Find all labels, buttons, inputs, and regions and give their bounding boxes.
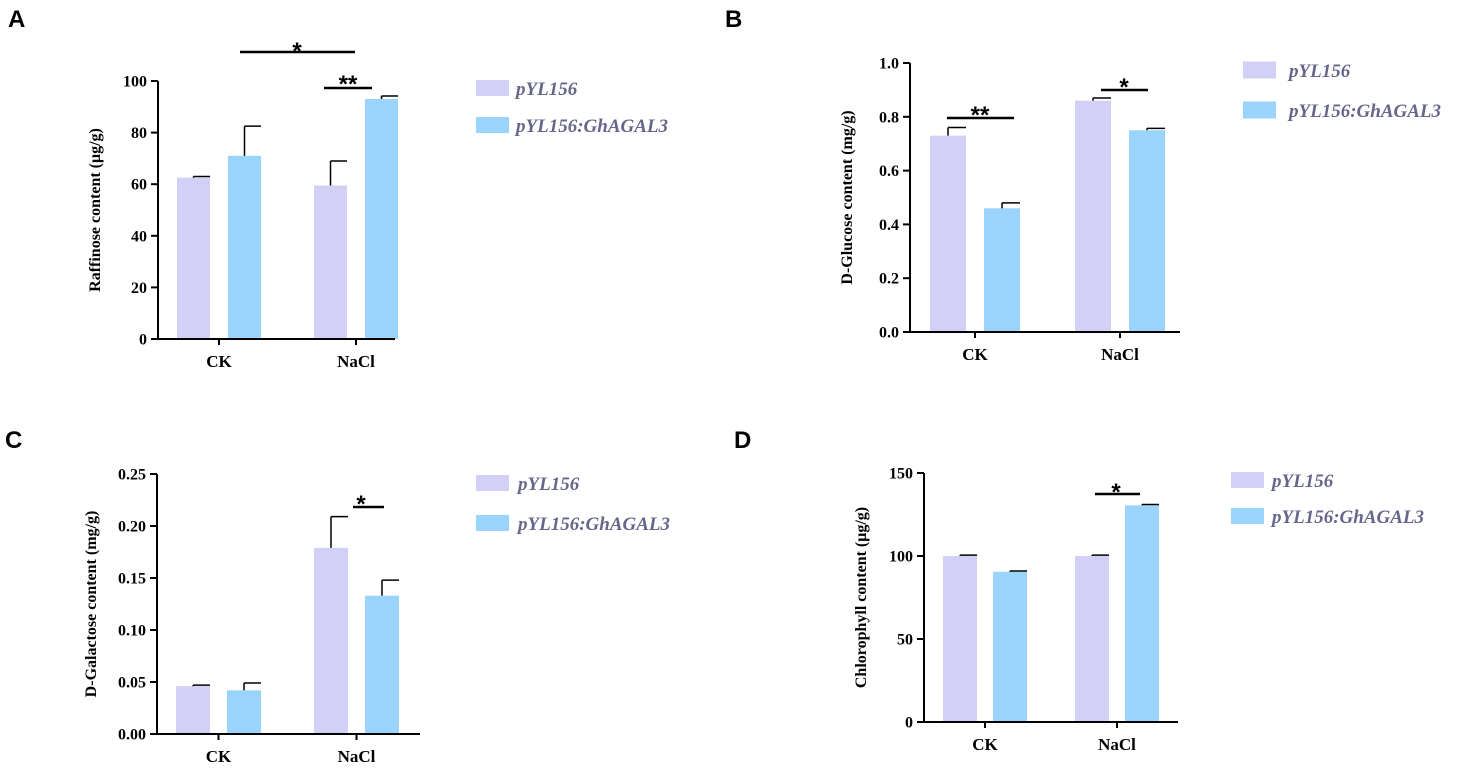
bar-pyl156-ck [176, 686, 210, 734]
bar-pyl156-ck [943, 556, 977, 722]
y-tick-label: 0.00 [118, 727, 146, 744]
y-tick-label: 0.25 [118, 467, 146, 484]
bar-pyl156-ghagal3-nacl [365, 595, 399, 734]
legend-label: pYL156 [516, 474, 580, 495]
panel-letter: A [8, 6, 25, 33]
significance-label: * [1111, 479, 1121, 506]
y-tick-label: 80 [131, 125, 147, 142]
bar-pyl156-ghagal3-ck [993, 571, 1027, 722]
x-tick-label-ck: CK [962, 345, 988, 364]
panel-letter: D [734, 427, 751, 454]
panel-letter: C [5, 427, 22, 454]
y-axis-title: Raffinose content (μg/g) [87, 128, 104, 292]
legend-swatch [476, 80, 509, 96]
bar-pyl156-ghagal3-nacl [1129, 130, 1165, 332]
y-tick-label: 0.15 [118, 571, 146, 588]
y-tick-label: 40 [131, 228, 147, 245]
chart-panel-a: A CK NaCl 0 20 40 60 80 100 Raffinose content (μg… [8, 6, 668, 371]
y-axis-title: Chlorophyll content (μg/g) [853, 507, 870, 688]
significance-label: * [356, 491, 366, 518]
legend-swatch [1231, 472, 1264, 488]
y-tick-label: 100 [889, 549, 913, 566]
legend-label: pYL156:GhAGAL3 [1287, 101, 1441, 122]
x-tick-label-nacl: NaCl [337, 352, 375, 371]
bar-pyl156-nacl [314, 547, 348, 734]
y-tick-label: 50 [897, 632, 913, 649]
y-tick-label: 0.10 [118, 623, 146, 640]
y-axis-title: D-Galactose content (mg/g) [83, 511, 100, 698]
y-tick-label: 1.0 [879, 56, 899, 73]
bar-pyl156-nacl [1075, 556, 1109, 722]
chart-panel-b: B CK NaCl 0.0 0.2 0.4 0.6 0.8 1.0 D-Glucose conte… [725, 6, 1441, 364]
y-tick-label: 0 [905, 715, 913, 732]
bar-pyl156-ghagal3-ck [984, 208, 1020, 332]
legend-swatch [476, 117, 509, 133]
y-tick-label: 0.0 [879, 325, 899, 342]
chart-panel-c: C CK NaCl 0.00 0.05 0.10 0.15 0.20 0.25 D-Galacto… [5, 427, 670, 766]
bar-pyl156-ghagal3-ck [228, 155, 261, 339]
x-tick-label-ck: CK [206, 747, 232, 766]
y-axis-title: D-Glucose content (mg/g) [839, 110, 856, 284]
bar-pyl156-ck [930, 135, 966, 332]
bar-pyl156-nacl [314, 185, 347, 339]
significance-label: * [1119, 74, 1129, 101]
y-tick-label: 0.05 [118, 675, 146, 692]
bar-pyl156-ck [177, 177, 210, 339]
x-tick-label-ck: CK [206, 352, 232, 371]
y-tick-label: 0.6 [879, 163, 899, 180]
significance-label: * [292, 38, 302, 65]
legend-swatch [476, 515, 509, 531]
y-tick-label: 0.2 [879, 271, 899, 288]
legend-swatch [1243, 61, 1276, 79]
legend-label: pYL156:GhAGAL3 [1270, 507, 1424, 528]
significance-label: ** [971, 102, 990, 129]
legend-swatch [476, 475, 509, 491]
bar-pyl156-nacl [1075, 100, 1111, 332]
legend-label: pYL156:GhAGAL3 [514, 116, 668, 137]
y-tick-label: 0 [139, 332, 147, 349]
x-tick-label-nacl: NaCl [1098, 735, 1136, 754]
bar-pyl156-ghagal3-nacl [1125, 505, 1159, 722]
legend-label: pYL156 [1287, 61, 1351, 82]
y-tick-label: 0.4 [879, 217, 899, 234]
legend-label: pYL156 [1270, 471, 1334, 492]
legend-swatch [1231, 508, 1264, 524]
y-tick-label: 100 [123, 74, 147, 91]
x-tick-label-nacl: NaCl [1101, 345, 1139, 364]
chart-panel-d: D CK NaCl 0 50 100 150 Chlorophyll content (μg/… [734, 427, 1424, 754]
legend-label: pYL156 [514, 79, 578, 100]
legend-swatch [1243, 101, 1276, 119]
legend-label: pYL156:GhAGAL3 [516, 514, 670, 535]
y-tick-label: 0.8 [879, 109, 899, 126]
panel-letter: B [725, 6, 742, 33]
y-tick-label: 60 [131, 177, 147, 194]
bar-pyl156-ghagal3-nacl [365, 99, 398, 339]
y-tick-label: 20 [131, 280, 147, 297]
y-tick-label: 0.20 [118, 519, 146, 536]
x-tick-label-ck: CK [972, 735, 998, 754]
bar-pyl156-ghagal3-ck [227, 690, 261, 734]
significance-label: ** [339, 71, 358, 98]
y-tick-label: 150 [889, 466, 913, 483]
x-tick-label-nacl: NaCl [338, 747, 376, 766]
